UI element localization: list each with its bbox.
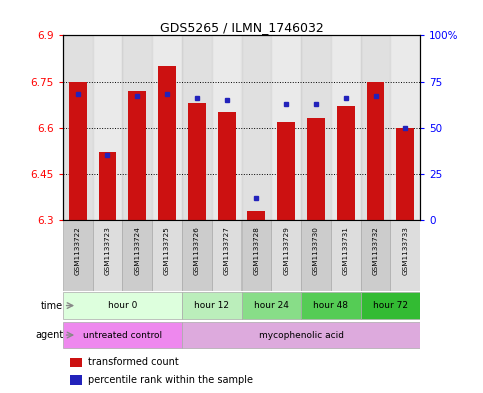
Bar <box>188 103 206 220</box>
Text: hour 0: hour 0 <box>108 301 137 310</box>
Bar <box>93 220 122 291</box>
Bar <box>212 35 242 220</box>
Bar <box>63 35 93 220</box>
Text: GSM1133732: GSM1133732 <box>372 226 379 275</box>
Bar <box>93 35 122 220</box>
Bar <box>63 322 182 348</box>
Bar <box>128 91 146 220</box>
Bar <box>271 220 301 291</box>
Bar <box>122 35 152 220</box>
Bar <box>301 292 361 319</box>
Bar <box>277 121 295 220</box>
Text: mycophenolic acid: mycophenolic acid <box>258 331 343 340</box>
Bar <box>301 35 331 220</box>
Bar <box>63 220 93 291</box>
Bar <box>361 220 390 291</box>
Bar <box>361 292 420 319</box>
Bar <box>152 220 182 291</box>
Bar <box>69 82 86 220</box>
Bar <box>301 220 331 291</box>
Text: GSM1133723: GSM1133723 <box>104 226 111 275</box>
Text: GSM1133724: GSM1133724 <box>134 226 140 275</box>
Text: agent: agent <box>35 330 63 340</box>
Text: GSM1133726: GSM1133726 <box>194 226 200 275</box>
Text: GSM1133727: GSM1133727 <box>224 226 229 275</box>
Text: GSM1133729: GSM1133729 <box>283 226 289 275</box>
Bar <box>182 220 212 291</box>
Bar <box>63 292 182 319</box>
Bar <box>307 119 325 220</box>
Bar <box>331 220 361 291</box>
Text: hour 48: hour 48 <box>313 301 348 310</box>
Bar <box>182 292 242 319</box>
Bar <box>242 292 301 319</box>
Text: untreated control: untreated control <box>83 331 162 340</box>
Bar <box>122 220 152 291</box>
Bar <box>361 35 390 220</box>
Bar <box>182 322 420 348</box>
Bar <box>337 106 355 220</box>
Text: hour 12: hour 12 <box>194 301 229 310</box>
Bar <box>367 82 384 220</box>
Text: transformed count: transformed count <box>88 357 179 367</box>
Text: percentile rank within the sample: percentile rank within the sample <box>88 375 253 385</box>
Bar <box>158 66 176 220</box>
Text: time: time <box>41 301 63 310</box>
Title: GDS5265 / ILMN_1746032: GDS5265 / ILMN_1746032 <box>159 21 324 34</box>
Bar <box>182 35 212 220</box>
Text: GSM1133733: GSM1133733 <box>402 226 408 275</box>
Bar <box>331 35 361 220</box>
Bar <box>242 35 271 220</box>
Bar <box>99 152 116 220</box>
Bar <box>70 375 83 385</box>
Text: GSM1133722: GSM1133722 <box>75 226 81 275</box>
Bar <box>242 220 271 291</box>
Bar <box>247 211 265 220</box>
Bar <box>70 358 83 367</box>
Bar <box>152 35 182 220</box>
Text: GSM1133731: GSM1133731 <box>343 226 349 275</box>
Bar <box>212 220 242 291</box>
Text: hour 72: hour 72 <box>373 301 408 310</box>
Bar <box>390 35 420 220</box>
Bar <box>390 220 420 291</box>
Text: GSM1133730: GSM1133730 <box>313 226 319 275</box>
Bar <box>218 112 236 220</box>
Text: hour 24: hour 24 <box>254 301 289 310</box>
Text: GSM1133725: GSM1133725 <box>164 226 170 275</box>
Bar <box>271 35 301 220</box>
Bar <box>397 128 414 220</box>
Text: GSM1133728: GSM1133728 <box>254 226 259 275</box>
